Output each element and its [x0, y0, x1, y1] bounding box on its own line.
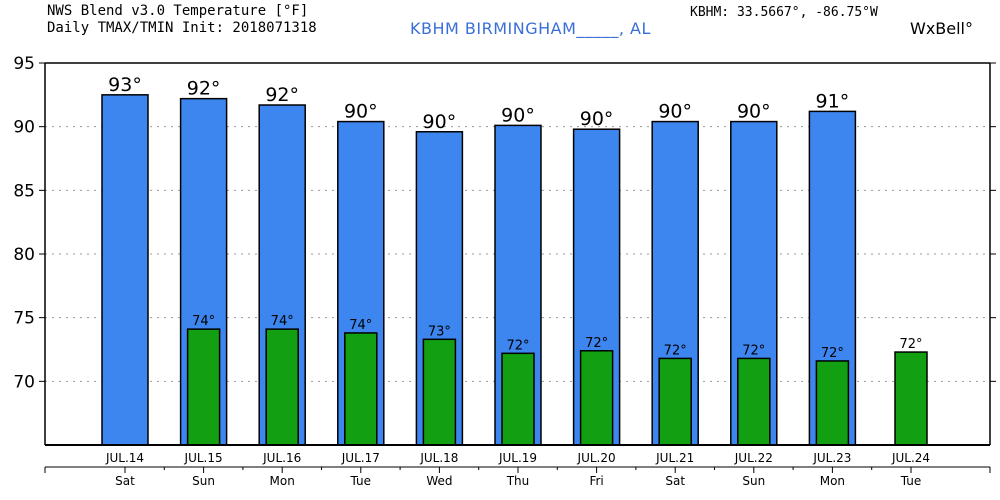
x-tick-label-day: Wed — [426, 474, 452, 488]
station-coordinates: KBHM: 33.5667°, -86.75°W — [690, 5, 878, 20]
chart-title-line1: NWS Blend v3.0 Temperature [°F] — [47, 3, 309, 19]
tmax-value-label: 93° — [108, 74, 142, 96]
x-tick-label-date: JUL.21 — [655, 451, 694, 465]
tmin-value-label: 72° — [506, 338, 529, 353]
tmax-value-label: 92° — [265, 84, 299, 106]
x-tick-label-day: Mon — [820, 474, 845, 488]
brand-logo: WxBell° — [910, 19, 973, 38]
tmax-value-label: 90° — [658, 101, 692, 123]
x-tick-label-day: Sat — [665, 474, 685, 488]
tmin-value-label: 72° — [664, 343, 687, 358]
tmin-value-label: 72° — [585, 336, 608, 351]
tmin-bar — [344, 332, 378, 446]
x-tick-label-date: JUL.22 — [734, 451, 773, 465]
y-tick-label: 85 — [13, 181, 35, 201]
tmax-value-label: 90° — [423, 111, 457, 133]
tmin-bar — [815, 360, 850, 446]
y-tick-label: 95 — [13, 54, 35, 74]
tmax-bar — [101, 94, 149, 446]
tmin-value-label: 72° — [821, 346, 844, 361]
x-tick-label-day: Tue — [350, 474, 372, 488]
tmin-bar — [501, 352, 535, 446]
tmax-value-label: 92° — [187, 78, 221, 100]
y-tick-label: 70 — [13, 372, 35, 392]
x-tick-label-date: JUL.15 — [184, 451, 223, 465]
tmin-bar — [265, 328, 299, 446]
x-tick-label-date: JUL.24 — [891, 451, 930, 465]
station-name: KBHM BIRMINGHAM_____, AL — [410, 19, 651, 38]
tmin-bar — [579, 350, 614, 446]
x-tick-label-date: JUL.16 — [262, 451, 301, 465]
tmin-value-label: 72° — [742, 343, 765, 358]
tmin-bar — [186, 328, 221, 446]
tmin-bar — [658, 357, 692, 446]
tmax-value-label: 90° — [344, 101, 378, 123]
tmin-value-label: 74° — [271, 314, 294, 329]
y-tick-label: 75 — [13, 309, 35, 329]
x-tick-label-day: Tue — [900, 474, 922, 488]
tmin-bar — [422, 338, 457, 446]
tmax-value-label: 91° — [816, 90, 850, 112]
x-tick-label-day: Thu — [506, 474, 530, 488]
x-tick-label-date: JUL.23 — [812, 451, 851, 465]
x-tick-label-date: JUL.20 — [577, 451, 616, 465]
x-tick-label-day: Sun — [192, 474, 215, 488]
x-tick-label-date: JUL.19 — [498, 451, 537, 465]
y-tick-label: 80 — [13, 245, 35, 265]
tmin-value-label: 73° — [428, 324, 451, 339]
y-tick-label: 90 — [13, 118, 35, 138]
x-tick-label-day: Sun — [742, 474, 765, 488]
x-tick-label-date: JUL.17 — [341, 451, 380, 465]
x-tick-label-date: JUL.18 — [419, 451, 458, 465]
x-tick-label-day: Mon — [270, 474, 295, 488]
tmax-value-label: 90° — [737, 101, 771, 123]
tmax-value-label: 90° — [580, 108, 614, 130]
tmin-value-label: 72° — [899, 337, 922, 352]
x-tick-label-day: Sat — [115, 474, 135, 488]
x-tick-label-day: Fri — [589, 474, 603, 488]
x-tick-label-date: JUL.14 — [105, 451, 144, 465]
tmin-bar — [737, 357, 771, 446]
tmax-value-label: 90° — [501, 104, 535, 126]
tmin-bar — [894, 351, 928, 446]
tmin-value-label: 74° — [192, 314, 215, 329]
tmin-value-label: 74° — [349, 318, 372, 333]
chart-title-line2: Daily TMAX/TMIN Init: 2018071318 — [47, 20, 317, 36]
